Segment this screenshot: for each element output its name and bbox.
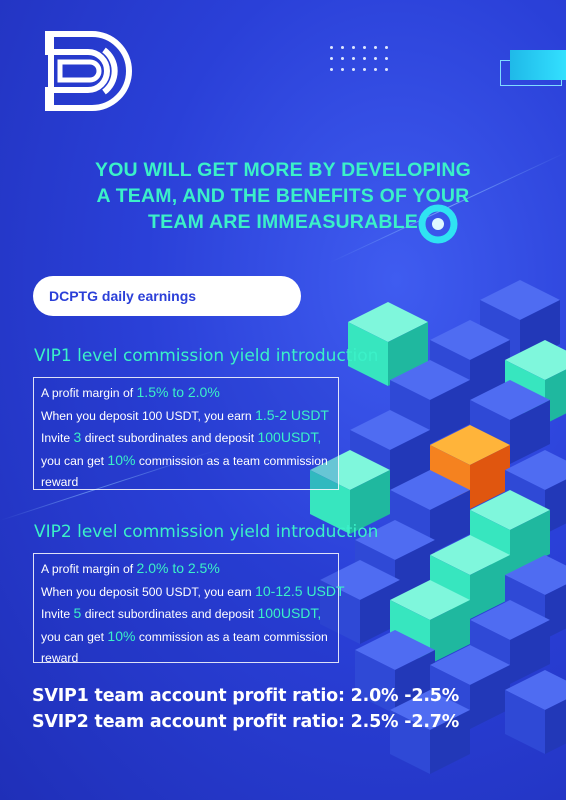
dot — [385, 68, 388, 71]
text: A profit margin of — [41, 562, 137, 576]
dot — [374, 46, 377, 49]
headline-line: TEAM ARE IMMEASURABLE — [148, 211, 418, 233]
dot — [341, 68, 344, 71]
headline: YOU WILL GET MORE BY DEVELOPING A TEAM, … — [0, 157, 566, 235]
text: commission as a team commission — [135, 453, 328, 468]
vip2-invite-amount: 100USDT, — [257, 605, 322, 621]
vip1-info-box: A profit margin of 1.5% to 2.0% When you… — [33, 377, 339, 490]
svip2-ratio: SVIP2 team account profit ratio: 2.5% -2… — [32, 712, 460, 732]
text: you can get — [41, 629, 108, 644]
vip2-info-box: A profit margin of 2.0% to 2.5% When you… — [33, 553, 345, 665]
vip1-invite-amount: 100USDT, — [257, 429, 322, 445]
ring-icon — [418, 204, 458, 244]
vip1-title: VIP1 level commission yield introduction — [34, 346, 379, 366]
dot — [374, 57, 377, 60]
dot — [341, 57, 344, 60]
daily-earnings-pill: DCPTG daily earnings — [33, 276, 301, 316]
vip1-reward-line: reward — [41, 475, 79, 489]
blue-cube — [390, 690, 470, 774]
vip1-margin-value: 1.5% to 2.0% — [136, 384, 220, 400]
text: direct subordinates and deposit — [81, 607, 258, 621]
teal-cube — [348, 302, 428, 386]
dot — [374, 68, 377, 71]
vip2-commission-value: 10% — [107, 627, 136, 644]
dot — [363, 46, 366, 49]
text: Invite — [41, 431, 74, 445]
dot — [341, 46, 344, 49]
vip1-margin-line: A profit margin of 1.5% to 2.0% — [41, 382, 332, 405]
teal-cube — [310, 450, 390, 534]
text: A profit margin of — [41, 386, 137, 400]
text: When you deposit 500 USDT, you earn — [41, 584, 256, 599]
dot — [363, 68, 366, 71]
dot — [385, 57, 388, 60]
text: commission as a team commission — [135, 629, 328, 644]
pill-label: DCPTG daily earnings — [49, 288, 197, 304]
vip1-deposit-line: When you deposit 100 USDT, you earn 1.5-… — [41, 405, 332, 428]
dot — [352, 57, 355, 60]
text: When you deposit 100 USDT, you earn — [41, 408, 256, 423]
svip1-ratio: SVIP1 team account profit ratio: 2.0% -2… — [32, 686, 460, 706]
vip1-invite-count: 3 — [73, 429, 82, 445]
vip2-deposit-line: When you deposit 500 USDT, you earn 10-1… — [41, 581, 345, 604]
blue-cube — [390, 360, 470, 444]
dot — [330, 68, 333, 71]
vip2-deposit-value: 10-12.5 USDT — [255, 582, 345, 599]
headline-line: A TEAM, AND THE BENEFITS OF YOUR — [96, 185, 470, 207]
decor-bar — [510, 50, 566, 80]
dot — [330, 46, 333, 49]
dot — [330, 57, 333, 60]
dot — [363, 57, 366, 60]
vip2-invite-count: 5 — [73, 605, 82, 621]
vip2-margin-value: 2.0% to 2.5% — [136, 560, 220, 576]
text: direct subordinates and deposit — [81, 431, 258, 445]
vip2-title: VIP2 level commission yield introduction — [34, 522, 379, 542]
dot — [385, 46, 388, 49]
vip1-invite-line: Invite 3 direct subordinates and deposit… — [41, 427, 332, 450]
vip1-commission-line: you can get 10% commission as a team com… — [41, 450, 332, 473]
vip2-commission-line: you can get 10% commission as a team com… — [41, 626, 332, 649]
dot — [352, 68, 355, 71]
text: Invite — [41, 607, 74, 621]
dc-logo-icon — [45, 31, 132, 111]
vip2-margin-line: A profit margin of 2.0% to 2.5% — [41, 558, 332, 581]
text: you can get — [41, 453, 108, 468]
headline-line: YOU WILL GET MORE BY DEVELOPING — [94, 159, 471, 181]
vip2-invite-line: Invite 5 direct subordinates and deposit… — [41, 603, 332, 626]
dot — [352, 46, 355, 49]
vip2-reward-line: reward — [41, 651, 79, 665]
vip1-deposit-value: 1.5-2 USDT — [255, 406, 329, 423]
blue-cube — [505, 670, 566, 754]
vip1-commission-value: 10% — [107, 451, 136, 468]
